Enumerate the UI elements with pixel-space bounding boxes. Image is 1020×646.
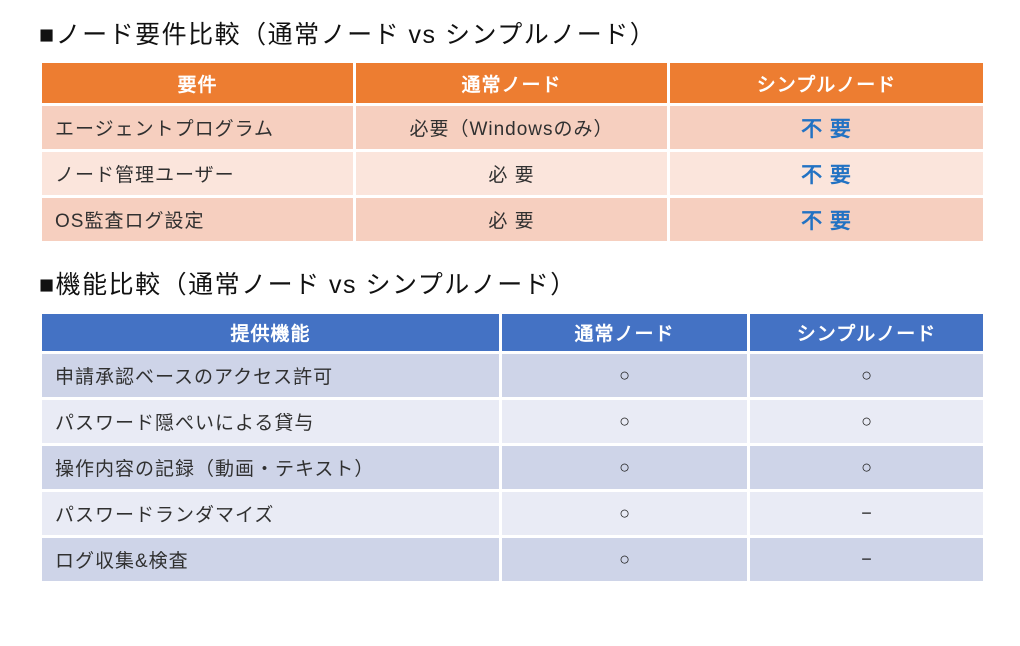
table-row: パスワードランダマイズ ○ − — [39, 488, 986, 538]
feature-name: パスワード隠ぺいによる貸与 — [39, 396, 502, 446]
simple-node-value: 不 要 — [667, 103, 986, 153]
normal-node-mark: ○ — [499, 396, 750, 446]
col-header-normal-node: 通常ノード — [353, 60, 670, 107]
col-header-simple-node: シンプルノード — [667, 60, 986, 107]
col-header-normal-node: 通常ノード — [499, 310, 750, 354]
simple-node-mark: ○ — [747, 442, 986, 492]
normal-node-value: 必要（Windowsのみ） — [353, 103, 670, 153]
requirement-name: ノード管理ユーザー — [39, 149, 356, 199]
normal-node-mark: ○ — [499, 488, 750, 538]
table-header-row: 要件 通常ノード シンプルノード — [39, 60, 986, 107]
col-header-feature: 提供機能 — [39, 310, 502, 354]
feature-name: 操作内容の記録（動画・テキスト） — [39, 442, 502, 492]
feature-name: パスワードランダマイズ — [39, 488, 502, 538]
simple-node-mark: − — [747, 534, 986, 584]
slide-page: ■ノード要件比較（通常ノード vs シンプルノード） 要件 通常ノード シンプル… — [39, 21, 986, 584]
table-row: 操作内容の記録（動画・テキスト） ○ ○ — [39, 442, 986, 492]
normal-node-mark: ○ — [499, 442, 750, 492]
section1-title: ■ノード要件比較（通常ノード vs シンプルノード） — [39, 21, 657, 49]
requirement-name: OS監査ログ設定 — [39, 195, 356, 245]
table-row: パスワード隠ぺいによる貸与 ○ ○ — [39, 396, 986, 446]
section2-title: ■機能比較（通常ノード vs シンプルノード） — [39, 271, 577, 300]
table-row: ノード管理ユーザー 必 要 不 要 — [39, 149, 986, 199]
simple-node-value: 不 要 — [667, 149, 986, 199]
table-row: 申請承認ベースのアクセス許可 ○ ○ — [39, 350, 986, 400]
feature-comparison-table: 提供機能 通常ノード シンプルノード 申請承認ベースのアクセス許可 ○ ○ パス… — [39, 310, 986, 584]
col-header-simple-node: シンプルノード — [747, 310, 986, 354]
table-header-row: 提供機能 通常ノード シンプルノード — [39, 310, 986, 354]
normal-node-value: 必 要 — [353, 195, 670, 245]
table-row: ログ収集&検査 ○ − — [39, 534, 986, 584]
feature-name: 申請承認ベースのアクセス許可 — [39, 350, 502, 400]
table-row: OS監査ログ設定 必 要 不 要 — [39, 195, 986, 245]
table-row: エージェントプログラム 必要（Windowsのみ） 不 要 — [39, 103, 986, 153]
simple-node-mark: − — [747, 488, 986, 538]
col-header-requirement: 要件 — [39, 60, 356, 107]
simple-node-value: 不 要 — [667, 195, 986, 245]
simple-node-mark: ○ — [747, 396, 986, 446]
normal-node-mark: ○ — [499, 534, 750, 584]
simple-node-mark: ○ — [747, 350, 986, 400]
normal-node-mark: ○ — [499, 350, 750, 400]
node-requirements-table: 要件 通常ノード シンプルノード エージェントプログラム 必要（Windowsの… — [39, 60, 986, 245]
normal-node-value: 必 要 — [353, 149, 670, 199]
requirement-name: エージェントプログラム — [39, 103, 356, 153]
feature-name: ログ収集&検査 — [39, 534, 502, 584]
